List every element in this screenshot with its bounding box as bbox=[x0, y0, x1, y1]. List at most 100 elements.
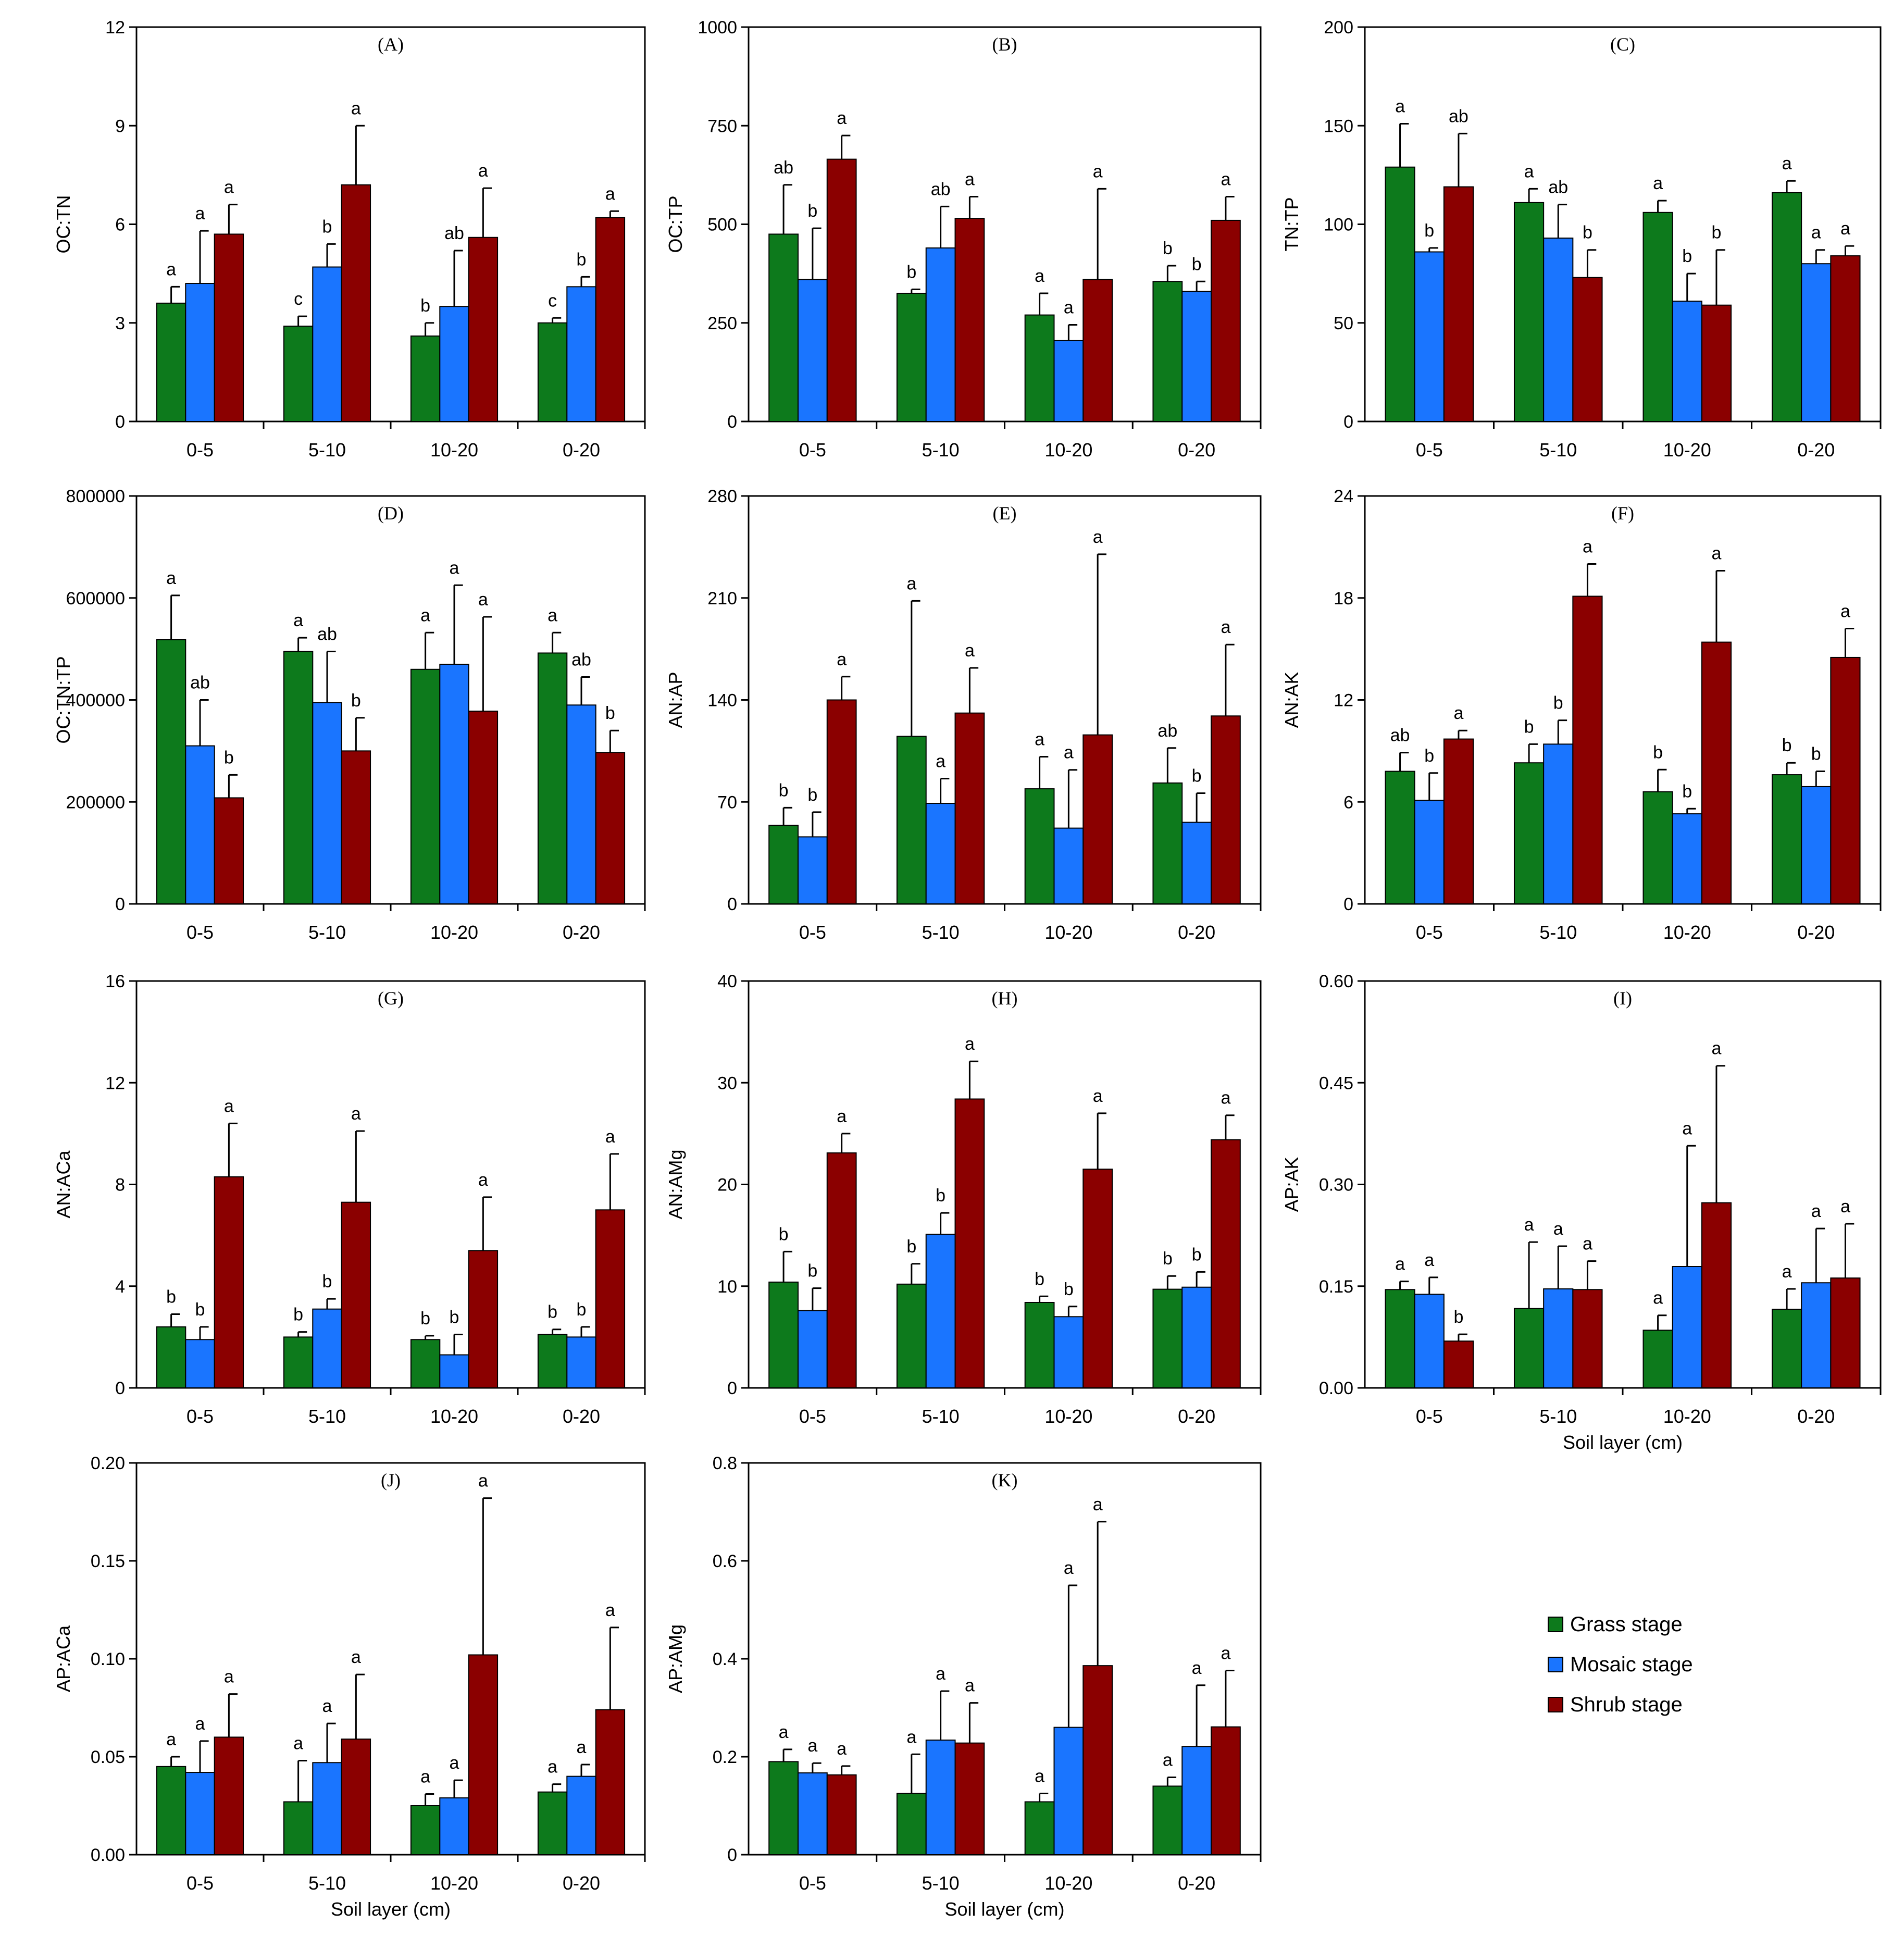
significance-letter: a bbox=[1093, 527, 1103, 547]
significance-letter: a bbox=[936, 1664, 945, 1684]
significance-letter: b bbox=[1163, 239, 1173, 258]
bar bbox=[1572, 1289, 1603, 1388]
legend-swatch-mosaic bbox=[1548, 1657, 1563, 1672]
y-tick-label: 140 bbox=[707, 691, 737, 711]
bar bbox=[468, 1654, 499, 1855]
bar bbox=[925, 1740, 956, 1856]
panel-a: 036912OC:TN(A)0-5aaa5-10cba10-20baba0-20… bbox=[53, 18, 646, 461]
significance-letter: ab bbox=[931, 179, 951, 199]
significance-letter: a bbox=[1653, 1288, 1663, 1308]
significance-letter: a bbox=[1064, 743, 1074, 763]
bar bbox=[826, 158, 857, 422]
bar bbox=[826, 1152, 857, 1388]
bar bbox=[595, 1209, 626, 1388]
bar bbox=[1572, 277, 1603, 422]
bar bbox=[1543, 237, 1574, 422]
x-tick-label: 0-20 bbox=[563, 439, 600, 461]
y-tick-label: 0.8 bbox=[713, 1454, 737, 1473]
significance-letter: a bbox=[906, 1727, 916, 1747]
bar bbox=[156, 302, 186, 423]
bar bbox=[214, 233, 244, 422]
x-tick-label: 5-10 bbox=[1539, 922, 1577, 943]
panel-e-title: (E) bbox=[993, 503, 1017, 524]
significance-letter: b bbox=[1163, 1249, 1173, 1269]
significance-letter: b bbox=[1524, 717, 1534, 737]
significance-letter: b bbox=[1453, 1307, 1463, 1327]
significance-letter: a bbox=[936, 752, 945, 772]
bar bbox=[1211, 715, 1241, 905]
significance-letter: a bbox=[605, 1127, 615, 1147]
bar bbox=[1513, 202, 1545, 422]
panel-k-y-axis-label: AP:AMg bbox=[665, 1624, 686, 1693]
bar bbox=[896, 1793, 927, 1855]
y-tick-label: 3 bbox=[115, 314, 125, 333]
significance-letter: b bbox=[807, 785, 817, 805]
significance-letter: b bbox=[166, 1287, 176, 1307]
significance-letter: a bbox=[1093, 1086, 1103, 1106]
x-tick-label: 0-5 bbox=[799, 922, 826, 943]
bar bbox=[439, 306, 469, 422]
significance-letter: a bbox=[1424, 1250, 1434, 1270]
panel-k: 00.20.40.60.8AP:AMg(K)0-5aa a5-10aaa10-20… bbox=[665, 1454, 1262, 1920]
significance-letter: b bbox=[1782, 736, 1792, 755]
x-tick-label: 0-20 bbox=[1797, 1406, 1835, 1427]
y-tick-label: 1000 bbox=[698, 18, 737, 38]
significance-letter: b bbox=[906, 1237, 916, 1257]
bar bbox=[1830, 1277, 1861, 1388]
panel-g-y-axis-label: AN:ACa bbox=[53, 1150, 74, 1219]
significance-letter: b bbox=[779, 780, 789, 800]
bar bbox=[566, 286, 596, 422]
y-tick-label: 0 bbox=[115, 1379, 125, 1398]
significance-letter: a bbox=[1553, 1219, 1563, 1239]
significance-letter: a bbox=[605, 184, 615, 204]
significance-letter: b bbox=[1424, 221, 1434, 241]
y-tick-label: 500 bbox=[707, 215, 737, 235]
bar bbox=[1053, 1316, 1084, 1388]
bar bbox=[1082, 279, 1113, 422]
legend-entry-shrub: Shrub stage bbox=[1548, 1693, 1683, 1716]
significance-letter: b bbox=[1553, 693, 1563, 713]
legend-label-mosaic: Mosaic stage bbox=[1570, 1653, 1693, 1676]
significance-letter: ab bbox=[444, 223, 464, 243]
bar bbox=[410, 668, 441, 905]
bar bbox=[1701, 641, 1732, 904]
y-tick-label: 150 bbox=[1324, 116, 1353, 136]
y-tick-label: 0 bbox=[1343, 895, 1353, 914]
bar bbox=[156, 1326, 186, 1389]
significance-letter: a bbox=[837, 1107, 847, 1126]
bar bbox=[1672, 813, 1702, 905]
significance-letter: a bbox=[807, 1736, 817, 1756]
bar bbox=[797, 836, 828, 904]
significance-letter: ab bbox=[774, 158, 793, 178]
significance-letter: ab bbox=[317, 625, 337, 644]
bar bbox=[468, 237, 499, 422]
significance-letter: b bbox=[224, 748, 234, 767]
significance-letter: a bbox=[1035, 266, 1044, 286]
significance-letter: a bbox=[1192, 1658, 1202, 1678]
bar bbox=[1152, 281, 1183, 422]
bar bbox=[896, 1283, 927, 1388]
y-tick-label: 10 bbox=[717, 1277, 737, 1297]
bar bbox=[1181, 291, 1212, 422]
bar bbox=[1181, 1286, 1212, 1388]
significance-letter: a bbox=[1524, 1215, 1534, 1235]
significance-letter: a bbox=[1583, 537, 1592, 557]
y-tick-label: 0.2 bbox=[713, 1747, 737, 1767]
bar bbox=[1385, 771, 1415, 905]
bar bbox=[1513, 762, 1545, 905]
significance-letter: b bbox=[807, 1261, 817, 1281]
y-tick-label: 24 bbox=[1334, 487, 1353, 506]
legend-entry-grass: Grass stage bbox=[1548, 1613, 1683, 1636]
x-tick-label: 0-5 bbox=[799, 1406, 826, 1427]
bar bbox=[826, 1774, 857, 1856]
significance-letter: a bbox=[293, 611, 303, 630]
significance-letter: a bbox=[1395, 96, 1405, 116]
bar bbox=[797, 279, 828, 422]
bar bbox=[214, 797, 244, 905]
bar bbox=[797, 1310, 828, 1389]
bar bbox=[1443, 738, 1474, 904]
y-tick-label: 0.15 bbox=[1319, 1277, 1353, 1297]
significance-letter: a bbox=[450, 558, 459, 578]
